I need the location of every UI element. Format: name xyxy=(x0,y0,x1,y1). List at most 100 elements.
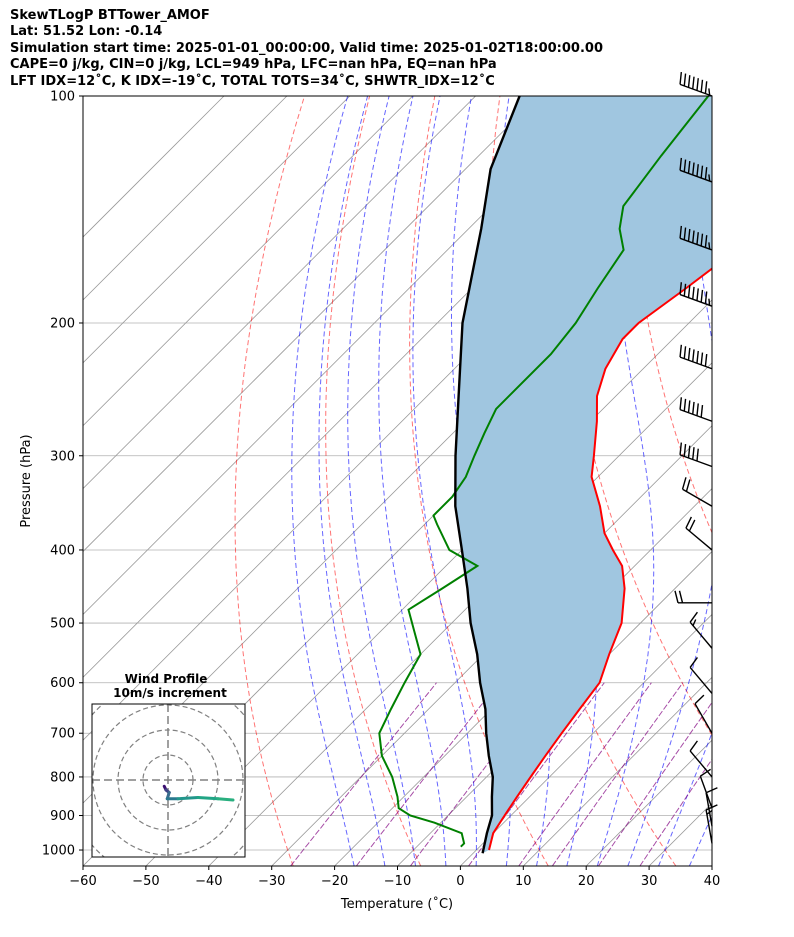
x-tick-label: −30 xyxy=(258,874,285,889)
isotherm-line xyxy=(83,96,288,301)
wind-barb-feather xyxy=(683,444,687,457)
hodograph-segment xyxy=(176,796,200,801)
moist-adiabat-line xyxy=(596,96,655,866)
wind-barb-shaft xyxy=(679,293,713,307)
x-tick-label: −10 xyxy=(384,874,411,889)
wind-barb-feather xyxy=(687,347,691,361)
moist-adiabat-line xyxy=(318,96,386,866)
wind-barb-feather xyxy=(683,346,687,359)
inset-plot xyxy=(92,704,245,857)
isotherm-line xyxy=(83,96,539,553)
wind-barb-shaft xyxy=(689,750,713,778)
title-line: LFT IDX=12˚C, K IDX=-19˚C, TOTAL TOTS=34… xyxy=(10,73,495,89)
wind-barb-feather xyxy=(704,167,708,180)
wind-barb-feather xyxy=(708,242,711,250)
parcel-profile-line xyxy=(454,96,521,854)
wind-barb xyxy=(689,657,713,694)
wind-barb xyxy=(679,397,713,422)
y-tick-label: 100 xyxy=(50,90,75,105)
wind-barb xyxy=(694,694,713,734)
wind-barb-feather xyxy=(678,590,684,603)
wind-barb-feather xyxy=(696,350,699,364)
wind-barb xyxy=(679,225,713,251)
wind-barb-feather xyxy=(699,768,712,777)
wind-barb-feather xyxy=(692,401,695,415)
chart-title: SkewTLogP BTTower_AMOF Lat: 51.52 Lon: -… xyxy=(10,8,603,90)
x-tick-label: 0 xyxy=(456,874,464,889)
wind-barb xyxy=(679,157,713,183)
wind-barb-feather xyxy=(689,657,698,668)
isotherm-line xyxy=(271,425,712,866)
y-axis-label: Pressure (hPa) xyxy=(19,434,34,527)
wind-barb-feather xyxy=(683,398,687,412)
wind-barb-feather xyxy=(696,448,699,462)
y-tick-label: 600 xyxy=(50,676,75,691)
wind-barb-feather xyxy=(704,291,708,304)
dry-adiabat-line xyxy=(325,96,422,866)
isotherm-line xyxy=(460,613,712,866)
wind-barb xyxy=(679,282,713,307)
x-tick-label: −40 xyxy=(195,874,222,889)
wind-barb-feather xyxy=(689,611,698,623)
wind-barb-feather xyxy=(679,442,683,455)
y-tick-label: 700 xyxy=(50,727,75,742)
wind-barb-feather xyxy=(683,159,687,172)
moist-adiabat-line xyxy=(658,731,712,866)
wind-barb-feather xyxy=(692,286,695,300)
mixing-ratio-line xyxy=(355,682,499,866)
dry-adiabat-line xyxy=(234,96,305,866)
isotherm-line xyxy=(83,96,225,238)
wind-barb-feather xyxy=(696,78,699,91)
wind-barb xyxy=(685,516,713,551)
isotherm-line xyxy=(334,488,712,866)
y-tick-label: 500 xyxy=(50,617,75,632)
wind-barb-shaft xyxy=(694,703,713,734)
isotherm-line xyxy=(523,676,712,866)
wind-barb-feather xyxy=(704,81,708,94)
wind-barb-feather xyxy=(683,73,687,86)
wind-barb-feather xyxy=(679,71,683,85)
y-tick-label: 800 xyxy=(50,770,75,785)
wind-barb-shaft xyxy=(679,83,713,97)
wind-barb-feather xyxy=(688,519,696,532)
wind-barb-feather xyxy=(692,349,695,362)
wind-barb-feather xyxy=(674,590,679,603)
wind-barb-feather xyxy=(694,694,705,705)
wind-profile-inset: Wind Profile 10m/s increment xyxy=(91,672,246,858)
wind-barb-feather xyxy=(683,227,687,240)
wind-barb-feather xyxy=(679,225,683,239)
wind-barb-shaft xyxy=(679,408,713,422)
moist-adiabat-line xyxy=(720,96,794,866)
wind-barb-shaft xyxy=(679,237,713,251)
wind-barb xyxy=(689,611,713,649)
title-line: Simulation start time: 2025-01-01_00:00:… xyxy=(10,40,603,56)
wind-barb-feather xyxy=(692,162,695,175)
wind-barb-feather xyxy=(679,157,683,171)
wind-barb-feather xyxy=(685,516,692,529)
wind-barb xyxy=(705,804,718,844)
dry-adiabat-line xyxy=(761,96,794,866)
wind-barb-feather xyxy=(700,165,704,179)
wind-barb-feather xyxy=(685,479,691,492)
wind-barb-shaft xyxy=(679,169,713,183)
wind-barb-feather xyxy=(696,288,699,301)
wind-barb-feather xyxy=(679,397,683,410)
wind-barb-feather xyxy=(687,400,691,413)
moist-adiabat-line xyxy=(412,96,477,866)
y-tick-label: 1000 xyxy=(42,844,75,859)
y-tick-label: 200 xyxy=(50,316,75,331)
wind-barb-shaft xyxy=(682,488,713,507)
wind-barb-feather xyxy=(704,235,708,248)
mixing-ratio-line xyxy=(518,682,652,866)
wind-barb-feather xyxy=(704,353,708,367)
wind-barb-feather xyxy=(706,809,713,815)
mixing-ratio-line xyxy=(290,682,437,866)
x-tick-label: 40 xyxy=(704,874,721,889)
mixing-ratio-line xyxy=(468,682,605,866)
wind-barb xyxy=(679,442,713,468)
wind-barb-feather xyxy=(700,289,704,303)
wind-barb-feather xyxy=(708,88,711,96)
wind-barb-feather xyxy=(687,75,691,88)
wind-barb-shaft xyxy=(679,356,713,370)
